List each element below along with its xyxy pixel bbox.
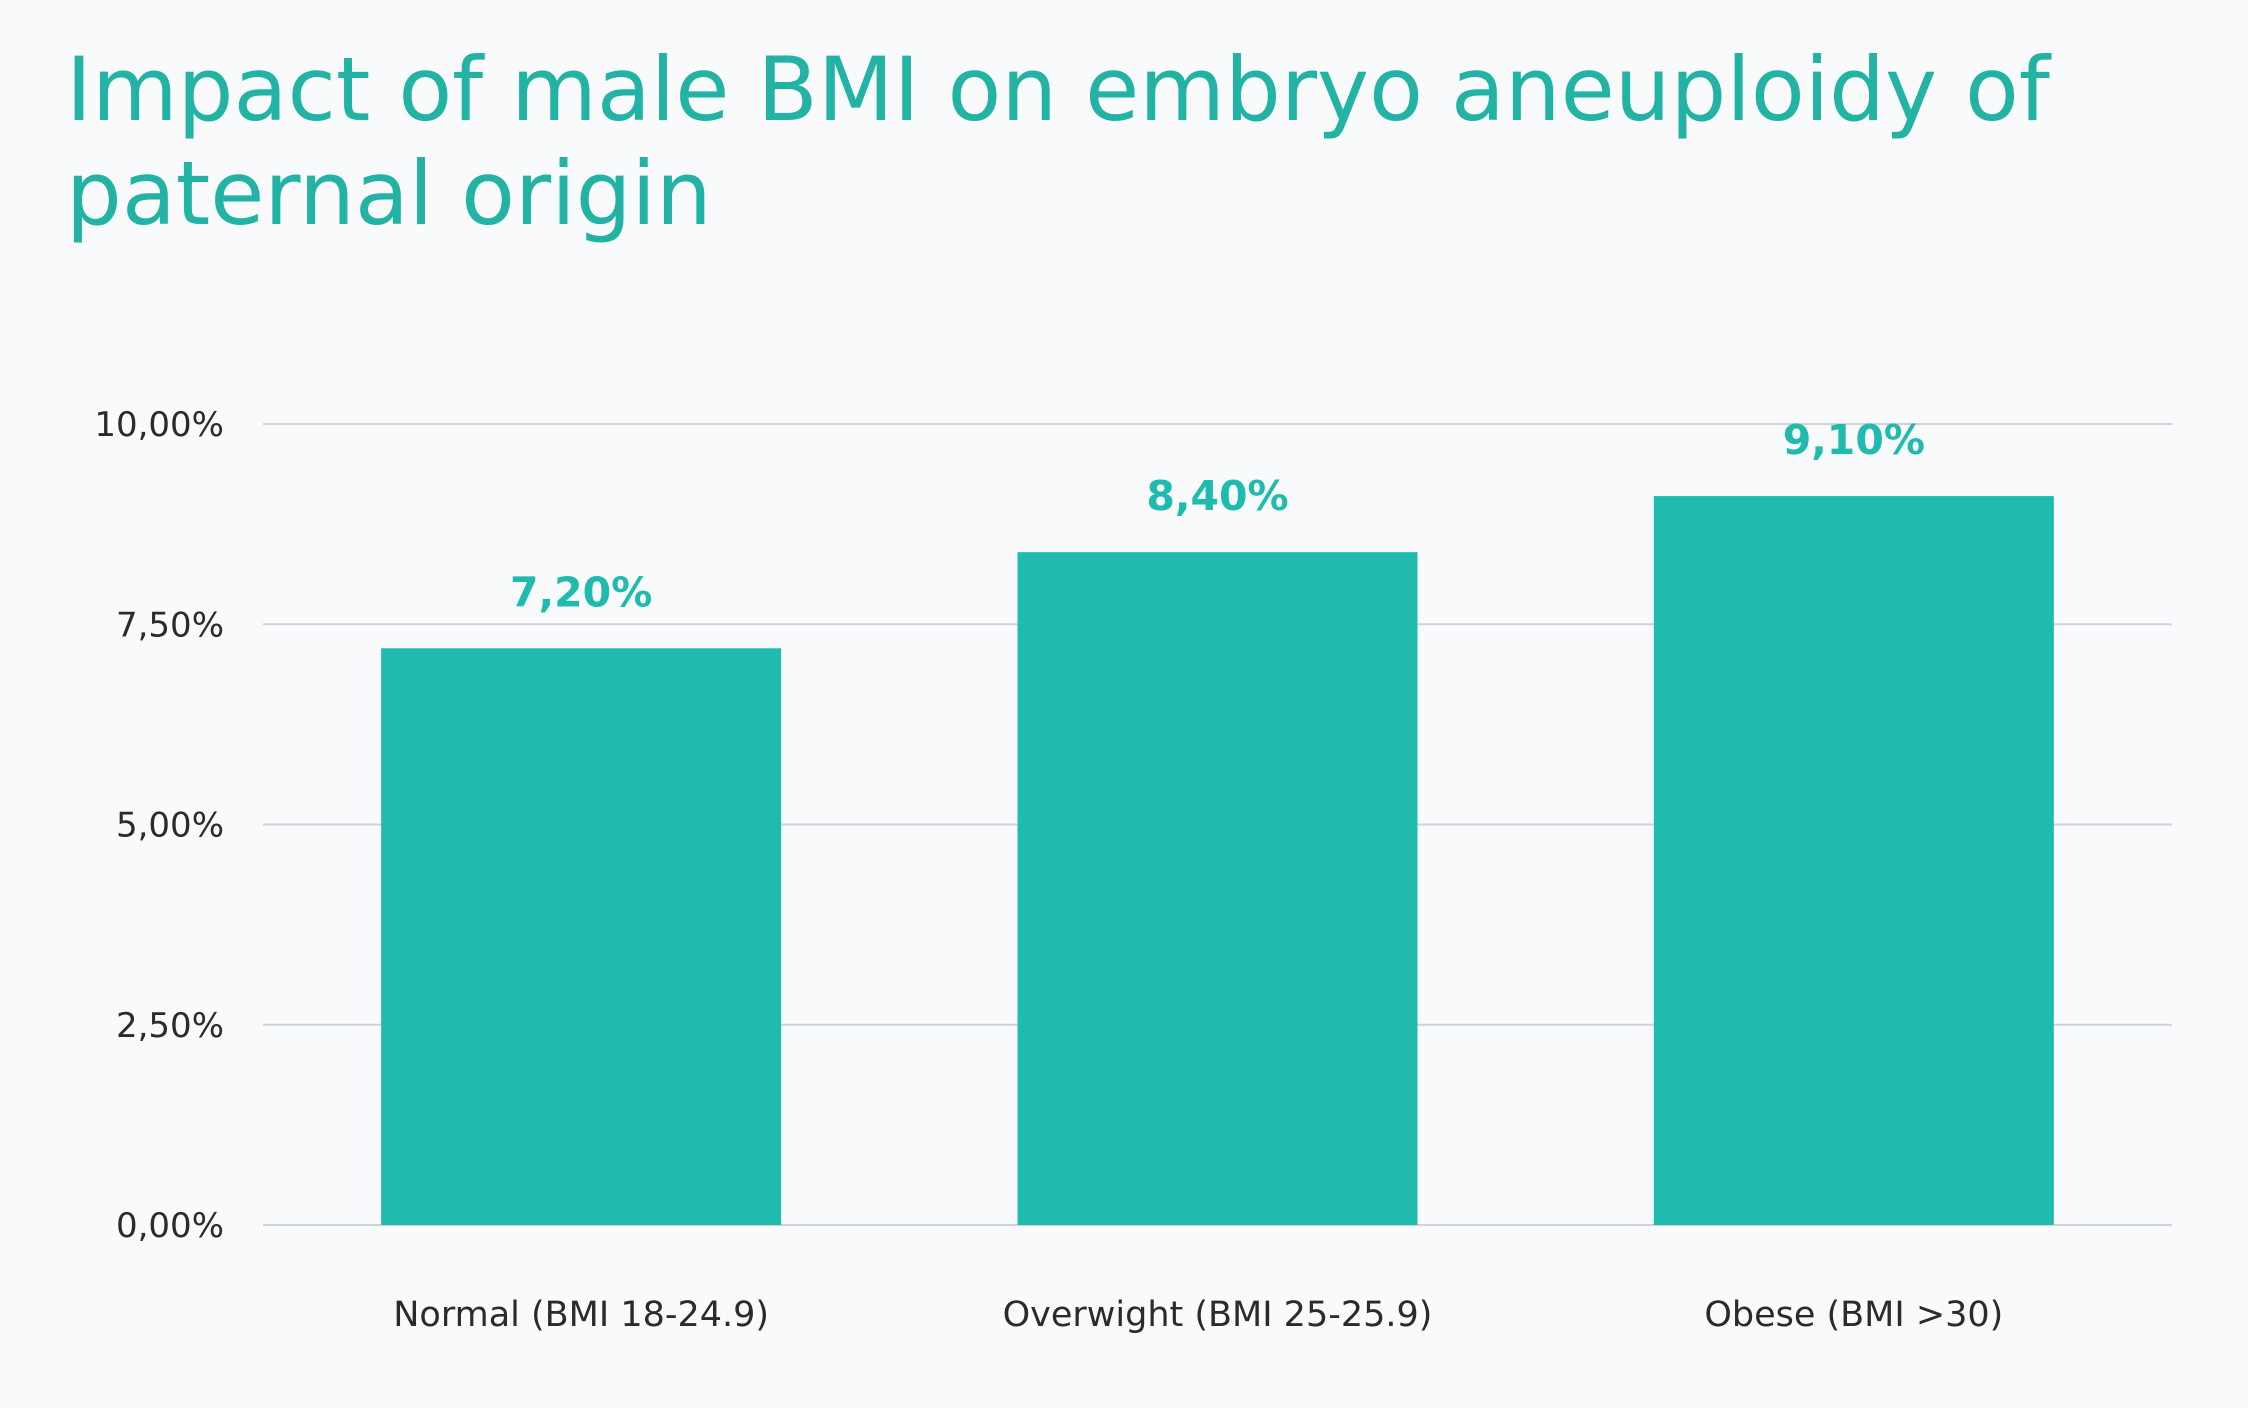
data-label: 8,40% [1146, 472, 1288, 520]
y-tick-label: 10,00% [94, 405, 224, 445]
bar [381, 648, 782, 1225]
x-axis-category-labels: Normal (BMI 18-24.9) Overwight (BMI 25-25… [393, 1295, 2003, 1335]
y-tick-label: 0,00% [116, 1206, 224, 1246]
bars [381, 496, 2054, 1226]
y-tick-label: 2,50% [116, 1006, 224, 1046]
category-label: Obese (BMI >30) [1704, 1295, 2003, 1335]
bar [1653, 496, 2054, 1226]
category-label: Normal (BMI 18-24.9) [393, 1295, 769, 1335]
bar [1017, 552, 1418, 1225]
data-label: 7,20% [510, 568, 652, 616]
y-axis-tick-labels: 0,00% 2,50% 5,00% 7,50% 10,00% [94, 405, 224, 1246]
y-tick-label: 7,50% [116, 605, 224, 645]
y-tick-label: 5,00% [116, 806, 224, 846]
data-label: 9,10% [1783, 416, 1925, 464]
category-label: Overwight (BMI 25-25.9) [1003, 1295, 1433, 1335]
chart-title: Impact of male BMI on embryo aneuploidy … [66, 38, 2050, 245]
data-labels: 7,20% 8,40% 9,10% [510, 416, 1925, 616]
